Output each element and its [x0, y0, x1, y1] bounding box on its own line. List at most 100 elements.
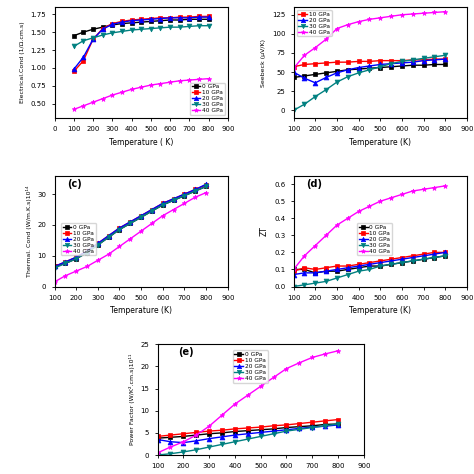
- 40 GPa: [84, 264, 90, 269]
- 0 GPa: [410, 258, 416, 264]
- Line: 20 GPa: 20 GPa: [155, 422, 340, 445]
- X-axis label: Temperature ( K): Temperature ( K): [109, 138, 173, 147]
- 30 GPa: [356, 268, 362, 274]
- 0 GPa: [138, 214, 144, 220]
- 30 GPa: [442, 53, 448, 58]
- 20 GPa: [155, 437, 160, 442]
- Line: 20 GPa: 20 GPa: [71, 15, 211, 72]
- 20 GPa: [366, 262, 372, 267]
- Legend: 0 GPa, 10 GPa, 20 GPa, 30 GPa, 40 GPa: 0 GPa, 10 GPa, 20 GPa, 30 GPa, 40 GPa: [357, 223, 392, 255]
- 20 GPa: [291, 272, 296, 277]
- 40 GPa: [323, 36, 329, 42]
- 0 GPa: [157, 18, 163, 24]
- Line: 0 GPa: 0 GPa: [71, 17, 211, 38]
- 10 GPa: [377, 258, 383, 264]
- 0 GPa: [245, 428, 251, 434]
- 20 GPa: [335, 422, 341, 428]
- 0 GPa: [138, 19, 144, 25]
- 10 GPa: [334, 59, 340, 65]
- 10 GPa: [356, 59, 362, 64]
- 20 GPa: [177, 15, 182, 21]
- 0 GPa: [297, 424, 302, 429]
- 40 GPa: [421, 186, 427, 192]
- X-axis label: Temperature (K): Temperature (K): [349, 306, 411, 315]
- 0 GPa: [167, 17, 173, 23]
- 40 GPa: [232, 401, 238, 407]
- 30 GPa: [63, 261, 68, 266]
- 30 GPa: [421, 256, 427, 262]
- 30 GPa: [442, 253, 448, 259]
- 30 GPa: [81, 38, 86, 44]
- 10 GPa: [52, 264, 57, 269]
- Line: 20 GPa: 20 GPa: [52, 182, 209, 269]
- 10 GPa: [345, 263, 351, 269]
- Line: 0 GPa: 0 GPa: [155, 421, 340, 441]
- 30 GPa: [271, 431, 276, 437]
- 0 GPa: [258, 427, 264, 433]
- 40 GPa: [312, 243, 318, 248]
- 20 GPa: [157, 16, 163, 21]
- 0 GPa: [431, 255, 437, 260]
- 40 GPa: [128, 87, 134, 92]
- 30 GPa: [312, 94, 318, 100]
- 10 GPa: [157, 15, 163, 21]
- Line: 40 GPa: 40 GPa: [155, 348, 340, 455]
- 10 GPa: [206, 14, 211, 19]
- 0 GPa: [334, 268, 340, 274]
- 40 GPa: [203, 190, 209, 195]
- 20 GPa: [52, 264, 57, 269]
- 0 GPa: [73, 256, 79, 262]
- 30 GPa: [73, 256, 79, 262]
- 20 GPa: [206, 436, 212, 441]
- 20 GPa: [109, 21, 115, 27]
- 0 GPa: [323, 268, 329, 274]
- 40 GPa: [138, 228, 144, 234]
- 30 GPa: [421, 55, 427, 61]
- Line: 0 GPa: 0 GPa: [291, 254, 447, 275]
- 30 GPa: [90, 35, 96, 41]
- 20 GPa: [148, 17, 154, 22]
- 10 GPa: [291, 268, 296, 274]
- 0 GPa: [168, 435, 173, 440]
- 30 GPa: [334, 79, 340, 85]
- Text: (c): (c): [67, 179, 82, 189]
- 10 GPa: [291, 64, 296, 70]
- X-axis label: Temperature (K): Temperature (K): [349, 138, 411, 147]
- 40 GPa: [323, 232, 329, 238]
- 20 GPa: [442, 56, 448, 62]
- 30 GPa: [283, 428, 289, 434]
- 0 GPa: [81, 29, 86, 35]
- 20 GPa: [334, 70, 340, 76]
- 20 GPa: [71, 66, 77, 72]
- 30 GPa: [219, 442, 225, 447]
- 20 GPa: [149, 207, 155, 212]
- Legend: 0 GPa, 10 GPa, 20 GPa, 30 GPa, 40 GPa: 0 GPa, 10 GPa, 20 GPa, 30 GPa, 40 GPa: [61, 223, 96, 255]
- 10 GPa: [388, 58, 394, 64]
- 20 GPa: [245, 431, 251, 437]
- 30 GPa: [149, 208, 155, 214]
- 20 GPa: [128, 219, 133, 225]
- 30 GPa: [399, 59, 405, 64]
- 0 GPa: [291, 74, 296, 80]
- 30 GPa: [410, 258, 416, 264]
- 40 GPa: [168, 444, 173, 450]
- 30 GPa: [109, 30, 115, 36]
- 10 GPa: [203, 182, 209, 188]
- 30 GPa: [310, 425, 315, 430]
- 0 GPa: [84, 250, 90, 255]
- 0 GPa: [193, 432, 199, 438]
- 40 GPa: [181, 439, 186, 445]
- 30 GPa: [206, 444, 212, 450]
- 10 GPa: [192, 187, 198, 192]
- 0 GPa: [149, 208, 155, 214]
- 20 GPa: [301, 270, 307, 276]
- 40 GPa: [90, 100, 96, 105]
- 10 GPa: [271, 423, 276, 428]
- 0 GPa: [71, 33, 77, 38]
- Line: 10 GPa: 10 GPa: [52, 182, 209, 269]
- 40 GPa: [291, 65, 296, 71]
- 20 GPa: [160, 201, 165, 206]
- 0 GPa: [431, 62, 437, 67]
- Legend: 10 GPa, 20 GPa, 30 GPa, 40 GPa: 10 GPa, 20 GPa, 30 GPa, 40 GPa: [297, 10, 331, 36]
- 10 GPa: [100, 26, 106, 31]
